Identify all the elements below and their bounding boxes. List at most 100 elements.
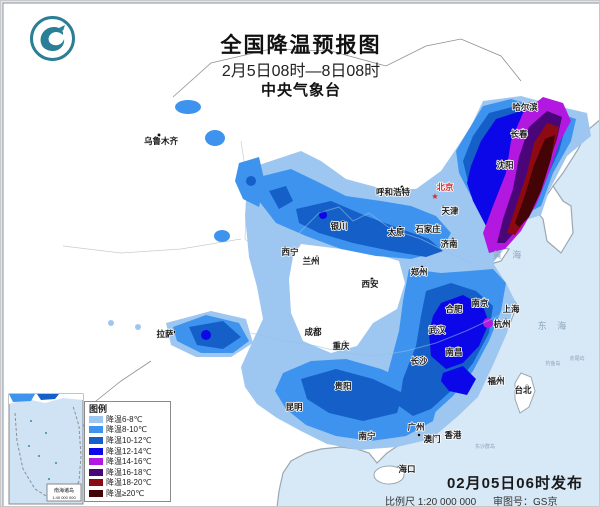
hainan-island — [373, 465, 405, 485]
city-dot — [343, 340, 347, 344]
city-dot — [283, 246, 287, 250]
city-label: 哈尔滨 — [512, 102, 538, 112]
legend-swatch — [89, 426, 103, 434]
city-label: 西宁 — [281, 247, 299, 257]
sea-label: 黄 海 — [493, 249, 526, 260]
legend-swatch — [89, 489, 103, 497]
legend-item: 降温14-16℃ — [89, 456, 170, 467]
city-label: 石家庄 — [414, 224, 441, 234]
city-label: 台北 — [514, 385, 532, 395]
city-dot — [507, 159, 511, 163]
city-dot — [397, 465, 401, 469]
city-label: 香港 — [443, 430, 462, 440]
city-dot — [421, 355, 425, 359]
city-dot — [451, 237, 455, 241]
city-label: 昆明 — [285, 402, 303, 412]
city-dot — [456, 303, 460, 307]
city-label: 福州 — [486, 376, 504, 386]
city-label: 南昌 — [445, 347, 462, 357]
city-label: 银川 — [329, 221, 347, 231]
city-dot — [516, 306, 520, 310]
legend-label: 降温8-10℃ — [106, 425, 147, 435]
city-label: 南京 — [471, 298, 489, 308]
city-label: 呼和浩特 — [376, 187, 411, 197]
no-cooling-area — [289, 244, 405, 353]
city-label: 乌鲁木齐 — [144, 136, 179, 146]
legend-title: 图例 — [89, 404, 108, 414]
city-label: 上海 — [502, 304, 520, 314]
city-label: 海口 — [398, 464, 415, 474]
legend-label: 降温18-20℃ — [106, 478, 152, 488]
city-label: 南宁 — [358, 431, 376, 441]
city-dot — [528, 101, 532, 105]
city-dot — [525, 384, 529, 388]
city-dot — [315, 326, 319, 330]
legend-label: 降温16-18℃ — [106, 467, 152, 477]
city-label: 太原 — [386, 227, 405, 237]
legend-label: 降温≥20℃ — [106, 488, 145, 498]
legend-swatch — [89, 447, 103, 455]
city-dot — [482, 297, 486, 301]
city-label: 武汉 — [428, 325, 446, 335]
legend-item: 降温16-18℃ — [89, 467, 170, 478]
city-dot — [441, 205, 445, 209]
legend-item: 降温8-10℃ — [89, 425, 170, 436]
city-label: 长春 — [510, 129, 528, 139]
cma-logo-icon — [30, 16, 75, 61]
legend-item: 降温18-20℃ — [89, 478, 170, 489]
legend-swatch — [89, 415, 103, 423]
city-label: 沈阳 — [496, 160, 513, 170]
city-label: 合肥 — [444, 304, 463, 314]
city-dot — [172, 330, 176, 334]
sea-label: 赤尾屿 — [569, 355, 584, 362]
svg-text:南海诸岛: 南海诸岛 — [54, 487, 74, 494]
legend-item: 降温10-12℃ — [89, 435, 170, 446]
legend-swatch — [89, 436, 103, 444]
city-dot — [435, 223, 439, 227]
city-label: 济南 — [440, 239, 458, 249]
legend-label: 降温10-12℃ — [106, 435, 152, 445]
city-dot — [370, 277, 374, 281]
city-dot — [400, 185, 404, 189]
city-dot — [398, 225, 402, 229]
city-dot — [434, 434, 438, 438]
sea-label: 钓鱼岛 — [545, 360, 560, 367]
city-dot — [439, 324, 443, 328]
temperature-drop-shading — [108, 96, 591, 450]
legend-label: 降温6-8℃ — [106, 414, 143, 424]
city-label: 广州 — [407, 422, 424, 432]
sea-label: 东 海 — [538, 320, 571, 331]
legend-swatch — [89, 468, 103, 476]
legend-rows: 降温6-8℃ 降温8-10℃ 降温10-12℃ 降温12-14℃ 降温14-16℃ 降温1… — [89, 414, 170, 499]
city-label: 兰州 — [302, 256, 319, 266]
city-label: 重庆 — [332, 341, 350, 351]
legend-item: 降温≥20℃ — [89, 488, 170, 499]
legend-label: 降温14-16℃ — [106, 457, 152, 467]
city-dot — [498, 375, 502, 379]
legend-label: 降温12-14℃ — [106, 446, 152, 456]
sea-label: 东沙群岛 — [475, 443, 495, 450]
legend-swatch — [89, 479, 103, 487]
capital-star-icon: ★ — [431, 192, 438, 201]
city-dot — [296, 401, 300, 405]
city-dot — [417, 433, 421, 437]
legend-swatch — [89, 458, 103, 466]
city-label: 成都 — [304, 327, 322, 337]
city-label: 拉萨 — [156, 329, 174, 339]
city-dot — [420, 265, 424, 269]
city-dot — [369, 430, 373, 434]
svg-text:1:40 000 000: 1:40 000 000 — [52, 495, 76, 500]
city-label: 西安 — [361, 279, 379, 289]
city-dot — [341, 220, 345, 224]
city-label: 天津 — [441, 206, 459, 216]
city-label: 郑州 — [410, 267, 427, 277]
issue-time: 02月05日06时发布 — [446, 475, 583, 492]
city-label: 北京 — [436, 182, 454, 192]
city-label: 贵阳 — [334, 381, 351, 391]
rivers — [250, 206, 514, 357]
city-dot — [521, 128, 525, 132]
